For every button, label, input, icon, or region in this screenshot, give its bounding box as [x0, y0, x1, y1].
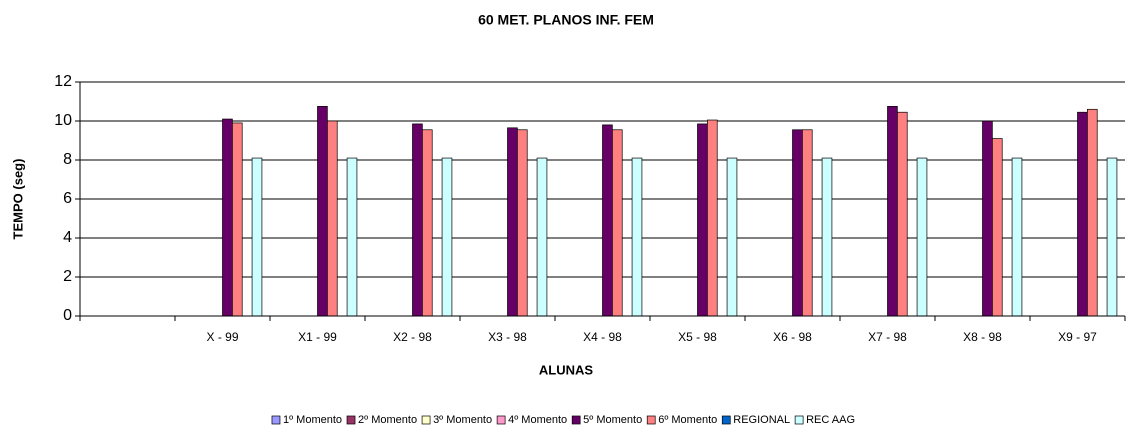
bar [982, 120, 993, 317]
legend-swatch [496, 415, 506, 425]
bar [422, 129, 433, 317]
x-tick-label: X9 - 97 [1058, 330, 1097, 344]
legend-label: REC AAG [806, 414, 855, 426]
x-tick-label: X5 - 98 [678, 330, 717, 344]
bar [327, 120, 338, 317]
legend-label: 6º Momento [658, 414, 717, 426]
legend-label: 5º Momento [583, 414, 642, 426]
bar [792, 129, 803, 317]
y-tick-label: 4 [63, 229, 72, 246]
y-tick-label: 10 [54, 112, 72, 129]
legend-swatch [271, 415, 281, 425]
bar [441, 157, 453, 317]
bar [1106, 157, 1118, 317]
bar [697, 123, 708, 317]
bar [507, 127, 518, 317]
y-tick-label: 6 [63, 190, 72, 207]
bar [916, 157, 928, 317]
x-tick-label: X8 - 98 [963, 330, 1002, 344]
y-tick-label: 12 [54, 73, 72, 90]
y-axis-label: TEMPO (seg) [10, 159, 25, 240]
legend-label: REGIONAL [733, 414, 790, 426]
bar [602, 124, 613, 317]
bar [536, 157, 548, 317]
legend-swatch [346, 415, 356, 425]
bar [802, 129, 813, 317]
x-tick-label: X6 - 98 [773, 330, 812, 344]
bar [707, 119, 718, 317]
legend-label: 4º Momento [508, 414, 567, 426]
chart-title: 60 MET. PLANOS INF. FEM [478, 12, 654, 28]
bar [887, 106, 898, 317]
y-tick-label: 0 [63, 307, 72, 324]
bar [232, 122, 243, 317]
y-tick-label: 2 [63, 268, 72, 285]
x-tick-label: X4 - 98 [583, 330, 622, 344]
bar [1011, 157, 1023, 317]
legend-label: 2º Momento [358, 414, 417, 426]
y-tick-label: 8 [63, 151, 72, 168]
bar [897, 111, 908, 317]
bar [412, 123, 423, 317]
bar [517, 129, 528, 317]
bar [1077, 111, 1088, 317]
bar [821, 157, 833, 317]
bar [222, 118, 233, 317]
legend-swatch [571, 415, 581, 425]
bar [346, 157, 358, 317]
x-tick-label: X3 - 98 [488, 330, 527, 344]
x-tick-label: X1 - 99 [298, 330, 337, 344]
bar [726, 157, 738, 317]
bar [1087, 108, 1098, 317]
bar [317, 106, 328, 317]
bar [251, 157, 263, 317]
legend-swatch [721, 415, 731, 425]
bar [992, 138, 1003, 317]
x-axis-label: ALUNAS [539, 362, 593, 377]
legend-label: 1º Momento [283, 414, 342, 426]
bar [612, 129, 623, 317]
bar [631, 157, 643, 317]
x-tick-label: X2 - 98 [393, 330, 432, 344]
x-tick-label: X7 - 98 [868, 330, 907, 344]
legend-swatch [421, 415, 431, 425]
legend-swatch [646, 415, 656, 425]
legend-swatch [794, 415, 804, 425]
x-tick-label: X - 99 [206, 330, 238, 344]
legend-label: 3º Momento [433, 414, 492, 426]
